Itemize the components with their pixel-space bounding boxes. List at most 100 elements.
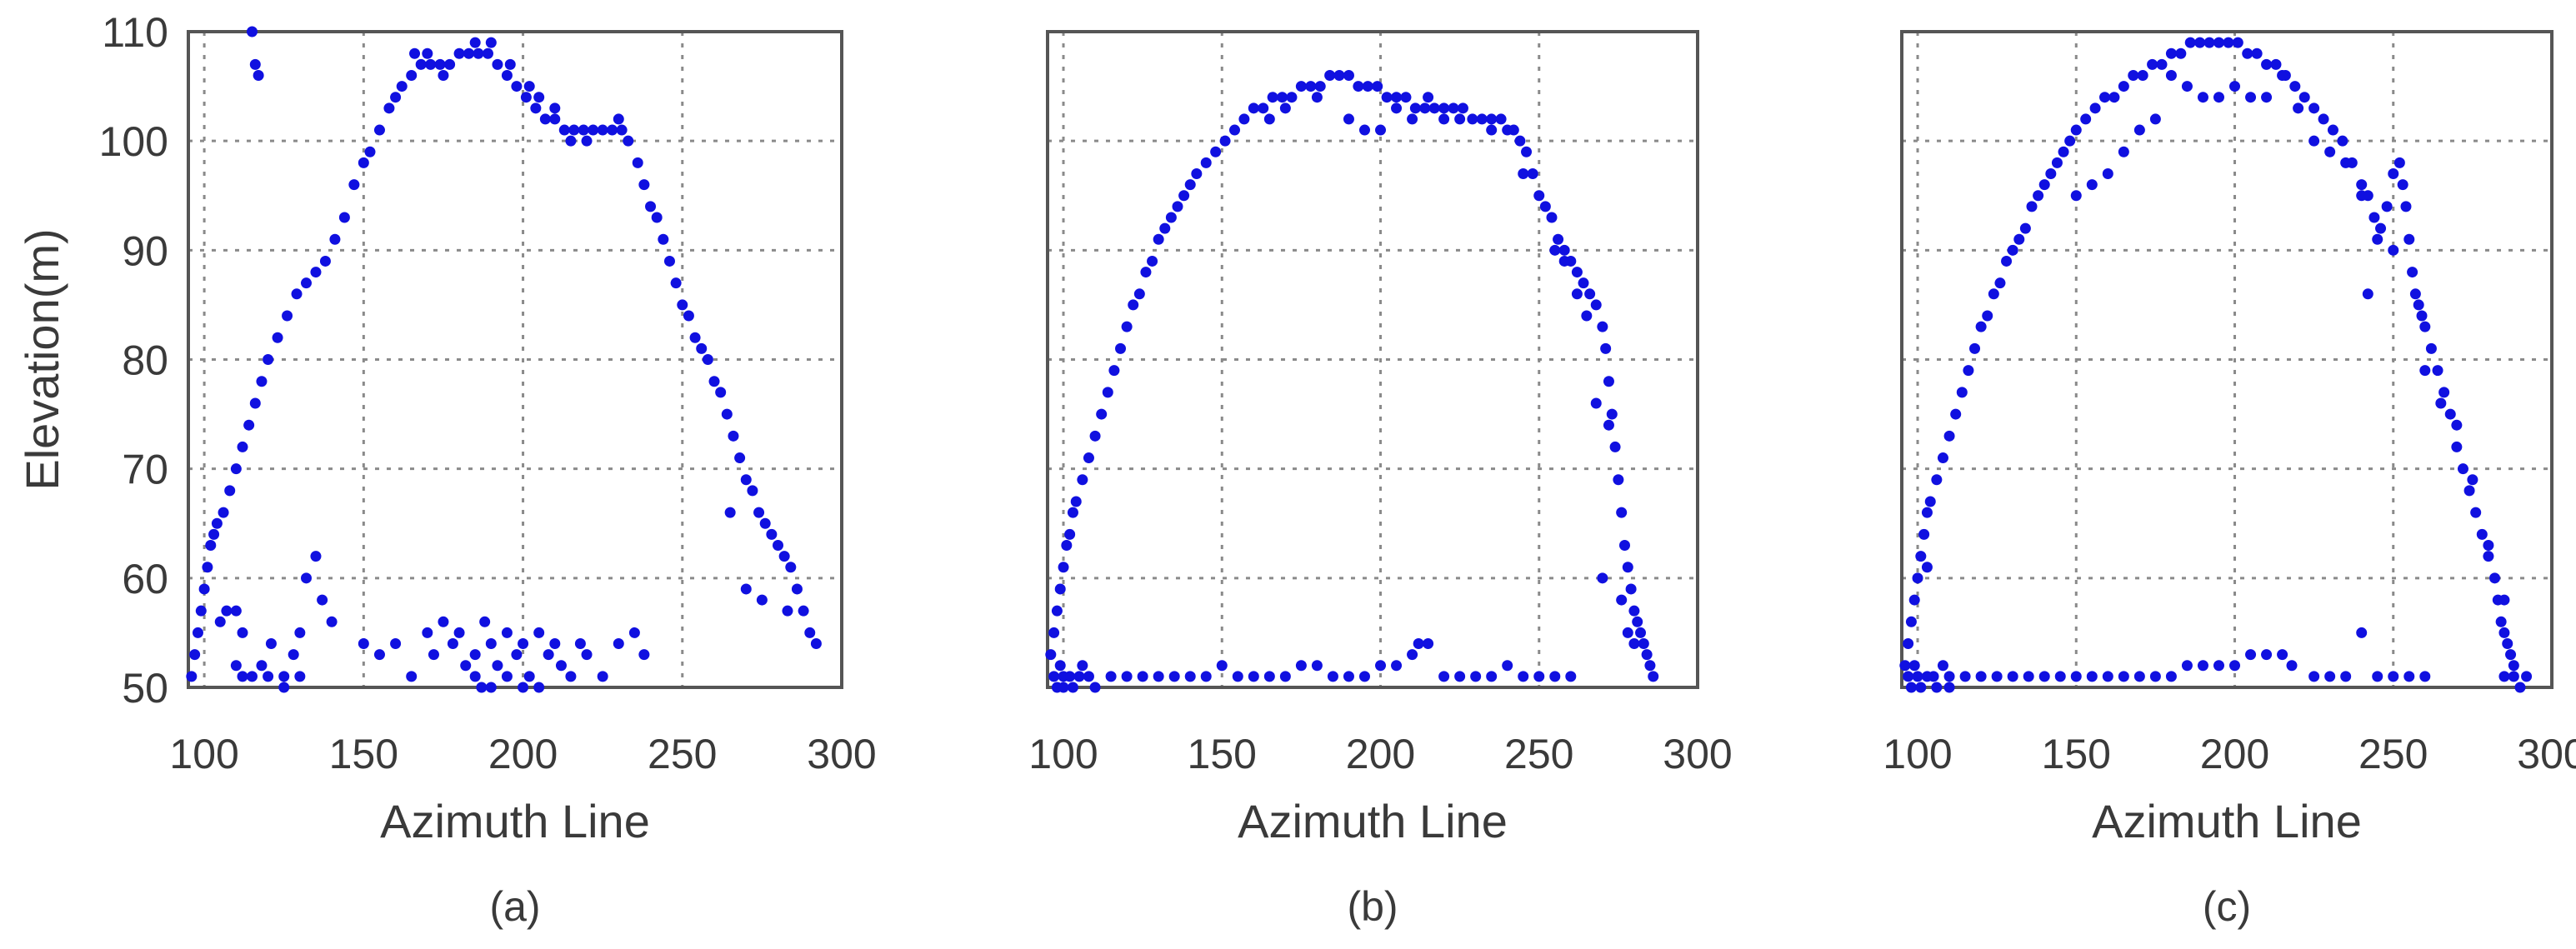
data-point bbox=[1248, 671, 1259, 682]
y-tick-label: 110 bbox=[102, 9, 168, 56]
data-point bbox=[2419, 321, 2431, 332]
data-point bbox=[2156, 58, 2168, 70]
data-point bbox=[444, 58, 456, 70]
data-point bbox=[1083, 452, 1094, 464]
data-point bbox=[1641, 649, 1653, 661]
data-point bbox=[511, 81, 523, 92]
data-point bbox=[2403, 671, 2415, 682]
data-point bbox=[2476, 528, 2488, 540]
data-point bbox=[249, 397, 261, 409]
data-point bbox=[1613, 474, 1624, 486]
data-point bbox=[1200, 671, 1212, 682]
data-point bbox=[1258, 102, 1269, 114]
data-point bbox=[1133, 288, 1145, 300]
data-point bbox=[2444, 408, 2456, 420]
data-point bbox=[1549, 244, 1561, 256]
data-point bbox=[1600, 342, 1612, 354]
data-point bbox=[348, 179, 360, 191]
data-point bbox=[463, 47, 475, 59]
data-point bbox=[358, 157, 369, 168]
data-point bbox=[230, 463, 242, 475]
data-point bbox=[1931, 474, 1943, 486]
x-tick-label: 100 bbox=[1883, 731, 1952, 777]
data-point bbox=[1428, 102, 1440, 114]
data-point bbox=[2045, 168, 2057, 180]
data-point bbox=[1210, 146, 1222, 157]
data-point bbox=[2397, 179, 2408, 191]
data-point bbox=[224, 485, 236, 497]
data-point bbox=[1644, 660, 1656, 672]
data-point bbox=[1083, 671, 1094, 682]
data-point bbox=[2118, 81, 2129, 92]
data-point bbox=[1077, 474, 1088, 486]
data-point bbox=[1333, 69, 1345, 81]
data-point bbox=[2489, 572, 2501, 584]
data-point bbox=[221, 605, 233, 617]
data-point bbox=[658, 233, 669, 245]
x-tick-label: 150 bbox=[1188, 731, 1257, 777]
data-point bbox=[2438, 387, 2450, 398]
data-point bbox=[294, 627, 306, 638]
y-tick-label: 50 bbox=[122, 665, 168, 712]
data-point bbox=[1381, 92, 1393, 103]
data-point bbox=[1140, 267, 1152, 278]
data-point bbox=[1912, 572, 1923, 584]
data-point bbox=[1438, 102, 1450, 114]
data-point bbox=[766, 528, 778, 540]
data-point bbox=[1597, 572, 1608, 584]
data-point bbox=[2242, 47, 2253, 59]
data-point bbox=[2165, 671, 2177, 682]
data-point bbox=[1073, 671, 1085, 682]
data-point bbox=[492, 660, 503, 672]
data-point bbox=[301, 277, 313, 289]
data-point bbox=[2137, 69, 2148, 81]
data-point bbox=[1311, 660, 1323, 672]
x-axis-title: Azimuth Line bbox=[2092, 795, 2362, 847]
data-point bbox=[1159, 222, 1171, 234]
data-point bbox=[715, 387, 727, 398]
data-point bbox=[1918, 528, 1930, 540]
data-point bbox=[1089, 682, 1101, 693]
data-point bbox=[2324, 146, 2336, 157]
data-point bbox=[2086, 179, 2098, 191]
data-point bbox=[1546, 212, 1558, 223]
data-point bbox=[310, 267, 322, 278]
data-point bbox=[533, 682, 545, 693]
data-point bbox=[1279, 671, 1291, 682]
data-point bbox=[479, 616, 491, 627]
data-point bbox=[2001, 255, 2013, 267]
data-point bbox=[2261, 92, 2273, 103]
data-point bbox=[415, 58, 427, 70]
data-point bbox=[230, 605, 242, 617]
panel-label: (a) bbox=[489, 883, 540, 930]
data-point bbox=[2293, 102, 2304, 114]
data-point bbox=[1295, 660, 1307, 672]
data-point bbox=[211, 517, 223, 529]
data-point bbox=[1327, 671, 1338, 682]
data-point bbox=[1467, 113, 1478, 125]
data-point bbox=[2232, 37, 2243, 48]
x-tick-label: 300 bbox=[2517, 731, 2576, 777]
data-point bbox=[1470, 671, 1482, 682]
data-point bbox=[358, 638, 369, 650]
data-point bbox=[428, 649, 439, 661]
data-point bbox=[1407, 113, 1418, 125]
data-point bbox=[1521, 146, 1533, 157]
data-point bbox=[651, 212, 663, 223]
data-point bbox=[2149, 113, 2161, 125]
data-point bbox=[1628, 605, 1640, 617]
data-point bbox=[1391, 660, 1403, 672]
data-point bbox=[310, 551, 322, 562]
data-point bbox=[2245, 649, 2257, 661]
data-point bbox=[1899, 660, 1911, 672]
data-point bbox=[329, 233, 341, 245]
data-point bbox=[1108, 365, 1120, 377]
data-point bbox=[1413, 638, 1424, 650]
data-point bbox=[565, 135, 577, 147]
data-point bbox=[338, 212, 350, 223]
data-point bbox=[1625, 583, 1637, 595]
x-tick-label: 200 bbox=[1346, 731, 1415, 777]
data-point bbox=[2356, 179, 2368, 191]
data-point bbox=[2388, 671, 2399, 682]
x-tick-label: 200 bbox=[2200, 731, 2269, 777]
